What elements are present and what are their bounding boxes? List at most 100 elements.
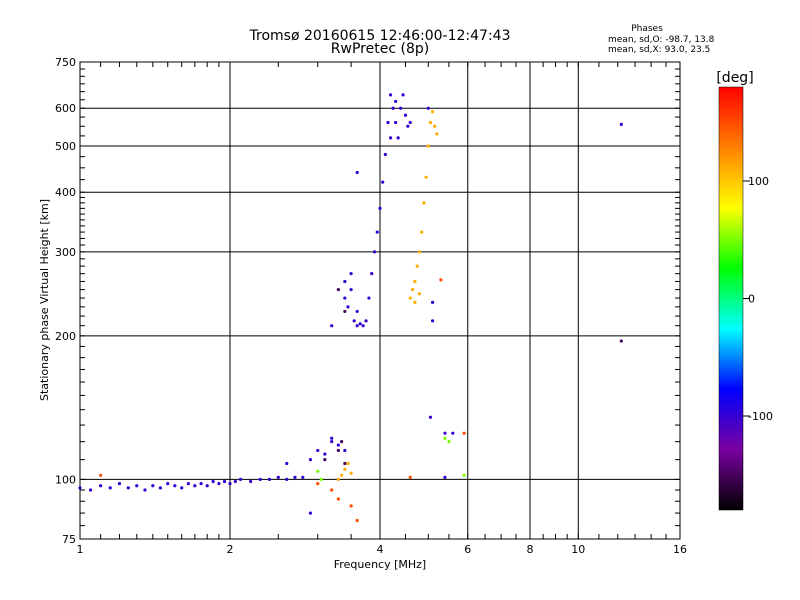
data-point — [343, 461, 347, 466]
data-point — [428, 120, 433, 125]
data-point — [430, 110, 435, 114]
data-point — [383, 152, 387, 157]
data-point — [343, 448, 347, 453]
data-point — [417, 250, 422, 254]
data-point — [349, 504, 353, 508]
data-point — [355, 309, 359, 314]
stats-o-mode: mean, sd,O: -98.7, 13.8 — [608, 35, 715, 45]
data-point — [151, 484, 155, 488]
data-point — [361, 324, 365, 328]
data-point — [451, 431, 455, 435]
data-point — [336, 477, 340, 482]
data-point — [422, 201, 426, 205]
data-point — [340, 440, 344, 444]
data-point — [420, 230, 424, 234]
data-point — [413, 300, 417, 305]
x-axis-label: Frequency [MHz] — [334, 558, 426, 571]
y-tick-label: 75 — [62, 533, 76, 546]
data-point — [386, 120, 390, 125]
colorbar-label: [deg] — [716, 70, 753, 86]
data-point — [375, 230, 379, 234]
x-tick-label: 8 — [527, 543, 534, 556]
x-tick-label: 1 — [77, 543, 84, 556]
data-point — [352, 319, 356, 323]
data-point — [173, 484, 177, 488]
data-point — [158, 486, 163, 490]
data-point — [435, 132, 439, 136]
colorbar-tick-label: 100 — [748, 175, 769, 188]
data-point — [108, 486, 112, 490]
y-tick-label: 750 — [55, 56, 76, 69]
x-tick-label: 4 — [377, 543, 384, 556]
data-point — [117, 481, 122, 486]
data-point — [367, 296, 371, 300]
data-point — [349, 272, 353, 276]
data-point — [391, 106, 395, 110]
data-point — [336, 287, 340, 292]
data-point — [346, 305, 350, 309]
data-point — [88, 488, 93, 492]
data-point — [408, 475, 412, 479]
data-point — [403, 113, 408, 117]
data-point — [428, 415, 433, 419]
x-tick-labels: 1 2 4 6 8 10 16 — [77, 543, 688, 556]
data-point — [408, 120, 412, 125]
data-point — [396, 136, 400, 140]
data-point — [394, 120, 398, 125]
data-point — [426, 144, 430, 148]
chart-title: Tromsø 20160615 12:46:00-12:47:43 — [249, 28, 511, 44]
data-points — [78, 93, 623, 523]
data-point — [276, 475, 280, 479]
data-point — [408, 296, 412, 300]
data-point — [349, 287, 353, 292]
stats-x-mode: mean, sd,X: 93.0, 23.5 — [608, 45, 710, 55]
data-point — [211, 479, 215, 484]
data-point — [443, 431, 447, 435]
data-point — [99, 484, 103, 488]
x-tick-label: 10 — [571, 543, 585, 556]
data-point — [301, 475, 305, 479]
data-point — [443, 475, 447, 479]
data-point — [330, 436, 334, 440]
minor-ticks — [80, 62, 680, 539]
colorbar-tick-label: 0 — [748, 293, 755, 306]
data-point — [316, 448, 320, 453]
data-point — [415, 264, 419, 268]
data-point — [413, 279, 417, 284]
data-point — [166, 481, 170, 486]
data-point — [462, 473, 466, 477]
data-point — [372, 250, 377, 254]
data-point — [355, 324, 359, 328]
data-point — [323, 458, 327, 462]
data-point — [439, 278, 443, 282]
data-point — [430, 300, 435, 305]
data-point — [424, 175, 428, 179]
data-point — [330, 488, 334, 492]
data-point — [343, 296, 347, 300]
data-point — [346, 461, 350, 466]
data-point — [433, 124, 437, 128]
data-point — [143, 488, 147, 492]
x-tick-label: 2 — [227, 543, 234, 556]
data-point — [399, 106, 403, 110]
data-point — [417, 292, 422, 296]
data-point — [619, 122, 623, 126]
data-point — [355, 518, 359, 523]
y-tick-label: 300 — [55, 246, 76, 259]
data-point — [330, 324, 334, 328]
x-tick-label: 6 — [464, 543, 471, 556]
data-point — [222, 479, 227, 484]
data-point — [336, 448, 340, 453]
data-point — [285, 477, 289, 482]
data-point — [410, 287, 415, 292]
data-point — [228, 481, 232, 486]
data-point — [388, 93, 393, 97]
data-point — [193, 484, 197, 488]
data-point — [217, 481, 221, 486]
colorbar-tick-label: -100 — [748, 410, 773, 423]
data-point — [186, 481, 190, 486]
data-point — [447, 440, 451, 444]
data-point — [238, 477, 243, 482]
data-point — [336, 443, 340, 447]
data-point — [78, 486, 82, 490]
